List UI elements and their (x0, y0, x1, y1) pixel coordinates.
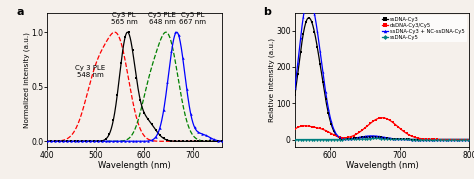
Legend: ssDNA-Cy3, dsDNA-Cy3/Cy5, ssDNA-Cy3 + NC-ssDNA-Cy5, ssDNA-Cy5: ssDNA-Cy3, dsDNA-Cy3/Cy5, ssDNA-Cy3 + NC… (380, 15, 466, 42)
Text: Cy 3 PLE
548 nm: Cy 3 PLE 548 nm (75, 65, 105, 78)
Text: b: b (264, 7, 272, 17)
X-axis label: Wavelength (nm): Wavelength (nm) (346, 161, 419, 170)
Text: Cy5 PLE
648 nm: Cy5 PLE 648 nm (148, 11, 176, 25)
Y-axis label: Normalized intensity (a.u.): Normalized intensity (a.u.) (23, 32, 30, 128)
Text: a: a (16, 7, 24, 17)
Text: Cy5 PL
667 nm: Cy5 PL 667 nm (179, 11, 206, 25)
X-axis label: Wavelength (nm): Wavelength (nm) (98, 161, 171, 170)
Y-axis label: Relative intensity (a.u.): Relative intensity (a.u.) (268, 38, 275, 122)
Text: Cy3 PL
565 nm: Cy3 PL 565 nm (110, 11, 137, 25)
